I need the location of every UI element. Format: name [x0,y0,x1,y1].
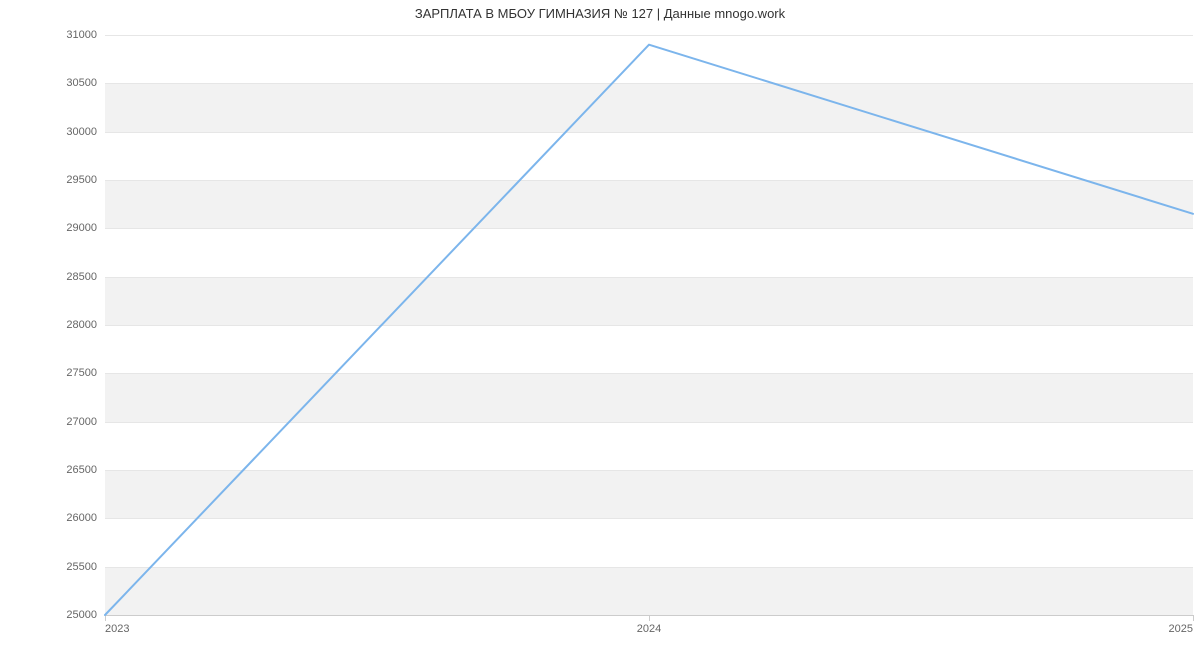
line-layer [105,35,1193,615]
y-tick-label: 27500 [66,367,105,379]
y-tick-label: 29500 [66,174,105,186]
x-tick-label: 2025 [1169,615,1193,635]
x-tick-mark [1193,615,1194,621]
y-tick-label: 27000 [66,416,105,428]
x-tick-label: 2023 [105,615,129,635]
chart-title: ЗАРПЛАТА В МБОУ ГИМНАЗИЯ № 127 | Данные … [0,6,1200,21]
y-tick-label: 25500 [66,561,105,573]
y-tick-label: 28500 [66,271,105,283]
y-tick-label: 28000 [66,319,105,331]
series-line-salary [105,45,1193,615]
y-tick-label: 25000 [66,609,105,621]
plot-area: 2500025500260002650027000275002800028500… [105,35,1193,615]
y-tick-label: 30000 [66,126,105,138]
y-tick-label: 30500 [66,77,105,89]
x-tick-label: 2024 [637,615,661,635]
salary-line-chart: ЗАРПЛАТА В МБОУ ГИМНАЗИЯ № 127 | Данные … [0,0,1200,650]
y-tick-label: 26500 [66,464,105,476]
y-tick-label: 29000 [66,222,105,234]
y-tick-label: 31000 [66,29,105,41]
y-tick-label: 26000 [66,512,105,524]
